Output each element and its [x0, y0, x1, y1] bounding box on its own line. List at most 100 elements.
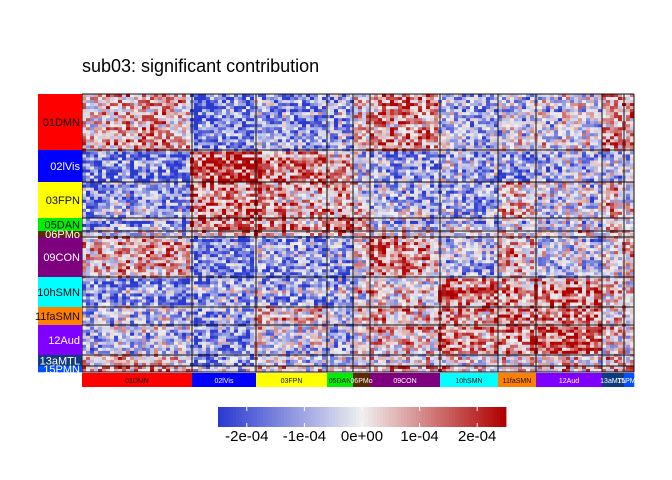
heatmap-cell [82, 190, 87, 195]
heatmap-cell [194, 127, 199, 131]
heatmap-cell [398, 100, 403, 104]
heatmap-cell [162, 175, 167, 179]
heatmap-cell [150, 118, 155, 122]
heatmap-cell [546, 145, 551, 149]
heatmap-cell [114, 187, 119, 192]
heatmap-cell [542, 157, 547, 161]
heatmap-cell [290, 160, 295, 164]
heatmap-cell [182, 109, 187, 113]
heatmap-cell [586, 124, 591, 128]
heatmap-cell [102, 115, 107, 119]
heatmap-cell [610, 151, 615, 155]
heatmap-cell [454, 142, 459, 146]
heatmap-cell [386, 136, 391, 140]
heatmap-cell [338, 193, 343, 198]
heatmap-cell [246, 160, 251, 164]
heatmap-cell [338, 112, 343, 116]
heatmap-cell [178, 160, 183, 164]
heatmap-cell [370, 121, 375, 125]
heatmap-cell [230, 196, 235, 201]
heatmap-cell [298, 115, 303, 119]
heatmap-cell [146, 115, 151, 119]
heatmap-cell [594, 163, 599, 167]
heatmap-cell [294, 121, 299, 125]
heatmap-cell [582, 196, 587, 201]
heatmap-cell [302, 100, 307, 104]
heatmap-cell [350, 124, 355, 128]
heatmap-cell [290, 172, 295, 176]
heatmap-cell [566, 94, 571, 98]
heatmap-cell [422, 106, 427, 110]
heatmap-cell [470, 190, 475, 195]
heatmap-cell [590, 157, 595, 161]
heatmap-cell [506, 127, 511, 131]
heatmap-cell [314, 109, 319, 113]
heatmap-cell [390, 94, 395, 98]
heatmap-cell [382, 121, 387, 125]
heatmap-cell [354, 139, 359, 143]
heatmap-cell [422, 115, 427, 119]
heatmap-cell [266, 190, 271, 195]
heatmap-cell [450, 130, 455, 134]
heatmap-cell [514, 103, 519, 107]
heatmap-cell [330, 133, 335, 137]
heatmap-cell [578, 139, 583, 143]
heatmap-cell [346, 130, 351, 134]
heatmap-cell [482, 118, 487, 122]
heatmap-cell [502, 115, 507, 119]
heatmap-cell [298, 94, 303, 98]
heatmap-cell [606, 166, 611, 170]
heatmap-cell [562, 109, 567, 113]
heatmap-cell [354, 169, 359, 173]
heatmap-cell [550, 124, 555, 128]
heatmap-cell [370, 196, 375, 201]
heatmap-cell [566, 112, 571, 116]
heatmap-cell [206, 109, 211, 113]
heatmap-cell [490, 121, 495, 125]
heatmap-cell [82, 142, 87, 146]
heatmap-cell [366, 151, 371, 155]
heatmap-cell [478, 100, 483, 104]
heatmap-cell [402, 106, 407, 110]
heatmap-cell [162, 196, 167, 201]
heatmap-cell [566, 163, 571, 167]
heatmap-cell [610, 127, 615, 131]
heatmap-cell [222, 133, 227, 137]
heatmap-cell [558, 106, 563, 110]
heatmap-cell [338, 124, 343, 128]
heatmap-cell [362, 97, 367, 101]
heatmap-cell [390, 160, 395, 164]
heatmap-cell [250, 133, 255, 137]
heatmap-cell [610, 139, 615, 143]
heatmap-cell [138, 130, 143, 134]
heatmap-cell [242, 115, 247, 119]
heatmap-cell [446, 94, 451, 98]
heatmap-cell [242, 145, 247, 149]
heatmap-cell [330, 178, 335, 182]
heatmap-cell [458, 115, 463, 119]
heatmap-cell [354, 94, 359, 98]
heatmap-cell [274, 112, 279, 116]
heatmap-cell [202, 106, 207, 110]
heatmap-cell [118, 139, 123, 143]
heatmap-cell [410, 109, 415, 113]
heatmap-cell [134, 133, 139, 137]
heatmap-cell [586, 112, 591, 116]
heatmap-cell [354, 199, 359, 204]
heatmap-cell [426, 142, 431, 146]
heatmap-cell [222, 127, 227, 131]
heatmap-cell [454, 151, 459, 155]
heatmap-cell [586, 145, 591, 149]
heatmap-cell [178, 124, 183, 128]
heatmap-cell [90, 193, 95, 198]
heatmap-cell [206, 166, 211, 170]
heatmap-cell [250, 118, 255, 122]
heatmap-cell [318, 193, 323, 198]
heatmap-cell [114, 124, 119, 128]
heatmap-cell [178, 142, 183, 146]
heatmap-cell [426, 106, 431, 110]
heatmap-cell [250, 103, 255, 107]
heatmap-cell [350, 160, 355, 164]
heatmap-cell [334, 100, 339, 104]
